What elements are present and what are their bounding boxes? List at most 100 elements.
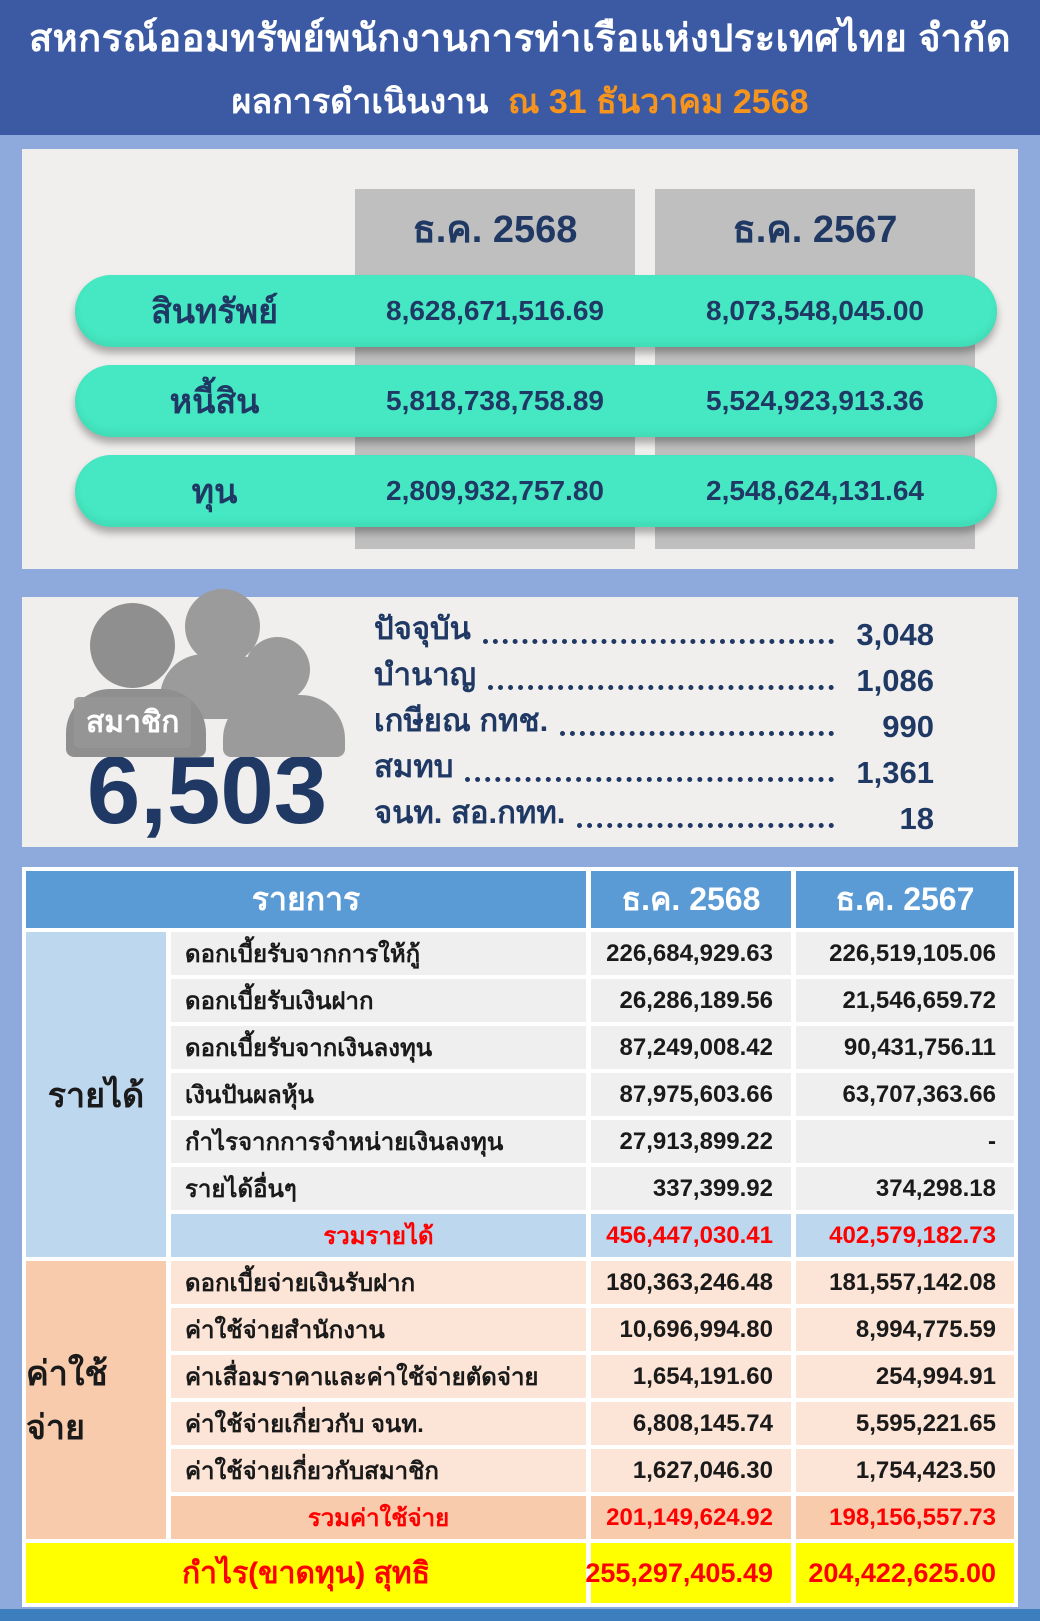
balance-row-liabilities: หนี้สิน 5,818,738,758.89 5,524,923,913.3… <box>75 365 997 437</box>
income-section-label: รายได้ <box>26 932 166 1257</box>
bottom-strip <box>0 1609 1040 1621</box>
member-type-count: 990 <box>882 709 934 744</box>
page-subtitle: ผลการดำเนินงาน ณ 31 ธันวาคม 2568 <box>231 74 808 128</box>
dotted-leader <box>482 639 834 644</box>
table-cell-2567: 226,519,105.06 <box>796 932 1014 975</box>
list-item: บำนาญ 1,086 <box>374 653 934 699</box>
table-cell-2568: 226,684,929.63 <box>591 932 791 975</box>
person-icon <box>185 589 260 664</box>
table-cell-2568: 27,913,899.22 <box>591 1120 791 1163</box>
subtitle-prefix: ผลการดำเนินงาน <box>231 83 489 121</box>
table-cell-2568: 1,654,191.60 <box>591 1355 791 1398</box>
dotted-leader <box>577 823 834 828</box>
table-cell-2568: 87,975,603.66 <box>591 1073 791 1116</box>
table-cell-2567: 21,546,659.72 <box>796 979 1014 1022</box>
balance-panel: ธ.ค. 2568 ธ.ค. 2567 สินทรัพย์ 8,628,671,… <box>22 149 1018 569</box>
column-header-2568: ธ.ค. 2568 <box>412 208 578 251</box>
person-icon <box>245 637 310 702</box>
table-cell-2567: 8,994,775.59 <box>796 1308 1014 1351</box>
members-group-icon: สมาชิก <box>60 589 370 757</box>
balance-row-assets: สินทรัพย์ 8,628,671,516.69 8,073,548,045… <box>75 275 997 347</box>
header-banner: สหกรณ์ออมทรัพย์พนักงานการท่าเรือแห่งประเ… <box>0 0 1040 135</box>
table-row-label: ค่าใช้จ่ายสำนักงาน <box>171 1308 586 1351</box>
subtitle-date: ณ 31 ธันวาคม 2568 <box>507 83 809 121</box>
member-type-count: 18 <box>899 801 934 836</box>
spacer <box>0 847 1040 867</box>
net-profit-label: กำไร(ขาดทุน) สุทธิ <box>26 1543 586 1603</box>
table-cell-2568: 180,363,246.48 <box>591 1261 791 1304</box>
balance-row-capital: ทุน 2,809,932,757.80 2,548,624,131.64 <box>75 455 997 527</box>
person-icon <box>223 695 345 757</box>
table-cell-2567: 254,994.91 <box>796 1355 1014 1398</box>
income-total-2567: 402,579,182.73 <box>796 1214 1014 1257</box>
member-type-count: 3,048 <box>856 617 934 652</box>
member-type-label: บำนาญ <box>374 657 477 692</box>
list-item: ปัจจุบัน 3,048 <box>374 607 934 653</box>
spacer <box>0 135 1040 149</box>
table-cell-2567: 1,754,423.50 <box>796 1449 1014 1492</box>
members-breakdown-list: ปัจจุบัน 3,048 บำนาญ 1,086 เกษียณ กทช. 9… <box>374 607 934 837</box>
member-type-label: สมทบ <box>374 749 454 784</box>
table-cell-2568: 337,399.92 <box>591 1167 791 1210</box>
member-type-count: 1,361 <box>856 755 934 790</box>
dotted-leader <box>488 685 834 690</box>
table-header-2568: ธ.ค. 2568 <box>591 871 791 928</box>
table-cell-2567: 374,298.18 <box>796 1167 1014 1210</box>
dotted-leader <box>465 777 834 782</box>
column-header-2567: ธ.ค. 2567 <box>732 208 898 251</box>
table-cell-2567: - <box>796 1120 1014 1163</box>
balance-value-2568: 5,818,738,758.89 <box>386 385 604 416</box>
income-total-2568: 456,447,030.41 <box>591 1214 791 1257</box>
spacer <box>0 569 1040 597</box>
person-icon <box>90 603 175 688</box>
balance-row-label: หนี้สิน <box>169 383 260 421</box>
member-type-label: จนท. สอ.กทท. <box>374 795 566 830</box>
table-row-label: ดอกเบี้ยรับจากเงินลงทุน <box>171 1026 586 1069</box>
expense-total-2567: 198,156,557.73 <box>796 1496 1014 1539</box>
table-cell-2567: 90,431,756.11 <box>796 1026 1014 1069</box>
page-title: สหกรณ์ออมทรัพย์พนักงานการท่าเรือแห่งประเ… <box>28 18 1012 60</box>
net-profit-2568: 255,297,405.49 <box>585 1543 791 1603</box>
list-item: สมทบ 1,361 <box>374 745 934 791</box>
net-profit-2567: 204,422,625.00 <box>796 1543 1014 1603</box>
table-row-label: ดอกเบี้ยรับจากการให้กู้ <box>171 932 586 975</box>
table-cell-2567: 63,707,363.66 <box>796 1073 1014 1116</box>
balance-value-2568: 2,809,932,757.80 <box>386 475 604 506</box>
balance-value-2567: 5,524,923,913.36 <box>706 385 924 416</box>
income-total-label: รวมรายได้ <box>171 1214 586 1257</box>
members-panel: สมาชิก 6,503 ปัจจุบัน 3,048 บำนาญ 1,086 … <box>22 589 1018 847</box>
table-header-item: รายการ <box>26 871 586 928</box>
table-cell-2568: 1,627,046.30 <box>591 1449 791 1492</box>
table-cell-2568: 6,808,145.74 <box>591 1402 791 1445</box>
balance-row-label: ทุน <box>191 473 238 511</box>
expense-total-2568: 201,149,624.92 <box>591 1496 791 1539</box>
table-header-2567: ธ.ค. 2567 <box>796 871 1014 928</box>
expense-total-label: รวมค่าใช้จ่าย <box>171 1496 586 1539</box>
table-row-label: ค่าใช้จ่ายเกี่ยวกับ จนท. <box>171 1402 586 1445</box>
members-total-count: 6,503 <box>86 737 328 844</box>
table-row-label: ดอกเบี้ยจ่ายเงินรับฝาก <box>171 1261 586 1304</box>
table-row-label: กำไรจากการจำหน่ายเงินลงทุน <box>171 1120 586 1163</box>
table-cell-2567: 181,557,142.08 <box>796 1261 1014 1304</box>
members-label: สมาชิก <box>74 697 192 748</box>
table-cell-2568: 87,249,008.42 <box>591 1026 791 1069</box>
list-item: เกษียณ กทช. 990 <box>374 699 934 745</box>
member-type-label: เกษียณ กทช. <box>374 703 549 738</box>
table-cell-2568: 10,696,994.80 <box>591 1308 791 1351</box>
table-row-label: ค่าใช้จ่ายเกี่ยวกับสมาชิก <box>171 1449 586 1492</box>
balance-row-label: สินทรัพย์ <box>150 293 278 331</box>
table-cell-2567: 5,595,221.65 <box>796 1402 1014 1445</box>
member-type-count: 1,086 <box>856 663 934 698</box>
balance-value-2568: 8,628,671,516.69 <box>386 295 604 326</box>
balance-value-2567: 2,548,624,131.64 <box>706 475 924 506</box>
dotted-leader <box>560 731 834 736</box>
member-type-label: ปัจจุบัน <box>374 611 471 646</box>
expense-section-label: ค่าใช้จ่าย <box>26 1261 166 1539</box>
list-item: จนท. สอ.กทท. 18 <box>374 791 934 837</box>
table-row-label: ค่าเสื่อมราคาและค่าใช้จ่ายตัดจ่าย <box>171 1355 586 1398</box>
table-row-label: เงินปันผลหุ้น <box>171 1073 586 1116</box>
balance-value-2567: 8,073,548,045.00 <box>706 295 924 326</box>
table-row-label: ดอกเบี้ยรับเงินฝาก <box>171 979 586 1022</box>
table-row-label: รายได้อื่นๆ <box>171 1167 586 1210</box>
income-expense-table: รายการ ธ.ค. 2568 ธ.ค. 2567 รายได้ ดอกเบี… <box>22 867 1018 1607</box>
